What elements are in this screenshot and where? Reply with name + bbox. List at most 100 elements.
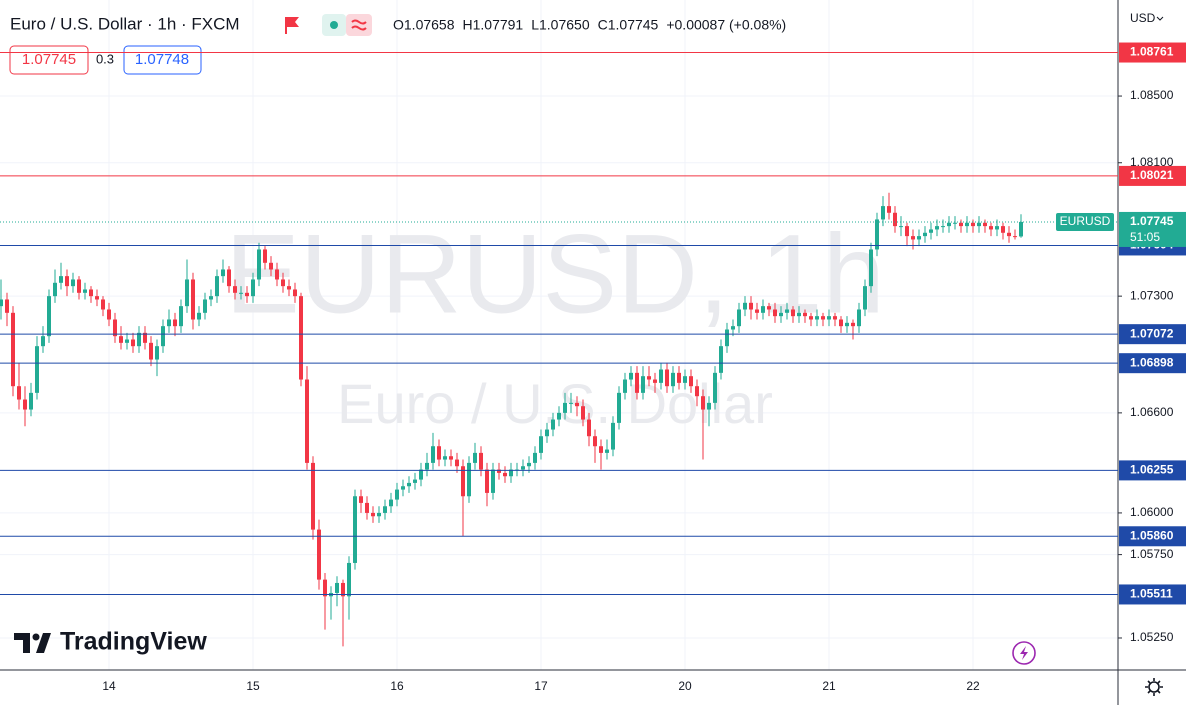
candle-body xyxy=(965,222,969,227)
candle-body xyxy=(401,486,405,490)
candle-body xyxy=(383,506,387,513)
candle-body xyxy=(173,319,177,327)
candle-body xyxy=(305,379,309,463)
candle-body xyxy=(917,236,921,240)
level-label-box xyxy=(1119,42,1186,63)
symbol-title[interactable]: Euro / U.S. Dollar · 1h · FXCM xyxy=(10,14,240,33)
x-tick-label: 22 xyxy=(966,679,980,693)
candle-body xyxy=(791,309,795,317)
candle-body xyxy=(947,222,951,227)
candle-body xyxy=(719,346,723,373)
candle-body xyxy=(389,499,393,507)
candle-body xyxy=(635,372,639,393)
candle-body xyxy=(5,299,9,313)
candle-body xyxy=(977,222,981,227)
ohlc-readout: L1.07650 xyxy=(531,17,590,33)
candle-body xyxy=(587,419,591,437)
candle-body xyxy=(119,336,123,343)
candle-body xyxy=(263,249,267,263)
candle-body xyxy=(797,312,801,317)
candle-body xyxy=(995,226,999,230)
alert-badge[interactable] xyxy=(346,14,372,36)
level-label-box xyxy=(1119,584,1186,605)
buy-price: 1.07748 xyxy=(135,51,189,68)
candle-body xyxy=(695,386,699,397)
candle-body xyxy=(743,302,747,310)
level-label-box xyxy=(1119,526,1186,547)
candle-body xyxy=(767,306,771,310)
flag-icon[interactable] xyxy=(285,17,299,34)
candle-body xyxy=(971,222,975,227)
level-label: 1.06255 xyxy=(1130,463,1174,477)
candle-body xyxy=(677,372,681,383)
candle-body xyxy=(371,512,375,517)
candle-body xyxy=(953,222,957,224)
ohlc-readout: C1.07745 xyxy=(598,17,659,33)
candle-body xyxy=(479,452,483,470)
candle-body xyxy=(197,312,201,320)
alert-icon xyxy=(351,19,367,31)
tradingview-logo[interactable]: TradingView xyxy=(14,628,207,656)
candle-body xyxy=(623,379,627,393)
candle-body xyxy=(1013,236,1017,238)
candle-body xyxy=(107,309,111,320)
y-tick-label: 1.05250 xyxy=(1130,630,1174,644)
candle-body xyxy=(749,302,753,310)
candle-body xyxy=(341,582,345,597)
candle-body xyxy=(227,269,231,287)
candle-body xyxy=(935,226,939,230)
candle-body xyxy=(299,296,303,380)
settings-button[interactable] xyxy=(1145,678,1163,696)
y-tick-label: 1.06600 xyxy=(1130,405,1174,419)
candle-body xyxy=(689,376,693,387)
level-label-box xyxy=(1119,324,1186,345)
candle-body xyxy=(647,376,651,380)
candle-body xyxy=(77,279,81,293)
candle-body xyxy=(431,446,435,463)
candle-body xyxy=(641,376,645,393)
candle-body xyxy=(491,469,495,493)
candle-body xyxy=(881,206,885,220)
candle-body xyxy=(1019,221,1023,237)
candle-body xyxy=(359,496,363,503)
candle-body xyxy=(761,306,765,313)
candle-body xyxy=(671,372,675,387)
candle-body xyxy=(239,292,243,294)
level-label-box xyxy=(1119,460,1186,481)
candle-body xyxy=(551,419,555,430)
candle-body xyxy=(959,222,963,227)
candle-body xyxy=(377,512,381,517)
candle-body xyxy=(815,316,819,320)
candle-body xyxy=(281,279,285,287)
candle-body xyxy=(773,309,777,317)
candle-body xyxy=(185,279,189,307)
candle-body xyxy=(509,469,513,477)
gear-icon xyxy=(1148,681,1160,693)
candle-body xyxy=(59,276,63,283)
candle-body xyxy=(869,249,873,287)
symbol-tag-box xyxy=(1056,212,1114,231)
ohlc-readout: O1.07658 xyxy=(393,17,455,33)
candle-body xyxy=(731,326,735,330)
candle-body xyxy=(455,459,459,467)
candle-body xyxy=(821,316,825,320)
candle-body xyxy=(983,222,987,227)
candle-body xyxy=(245,292,249,297)
candle-body xyxy=(29,392,33,410)
candle-body xyxy=(737,309,741,327)
candle-body xyxy=(95,296,99,300)
candle-body xyxy=(521,466,525,470)
candle-body xyxy=(65,276,69,287)
market-open-dot xyxy=(330,21,338,29)
currency-selector[interactable]: USD xyxy=(1130,11,1156,25)
candle-body xyxy=(461,466,465,497)
candle-body xyxy=(839,319,843,327)
candle-body xyxy=(725,329,729,347)
candle-body xyxy=(311,462,315,530)
y-tick-label: 1.05750 xyxy=(1130,547,1174,561)
candle-body xyxy=(251,279,255,297)
lightning-button[interactable] xyxy=(1012,641,1036,665)
logo-dot xyxy=(32,633,40,641)
candle-body xyxy=(887,206,891,213)
